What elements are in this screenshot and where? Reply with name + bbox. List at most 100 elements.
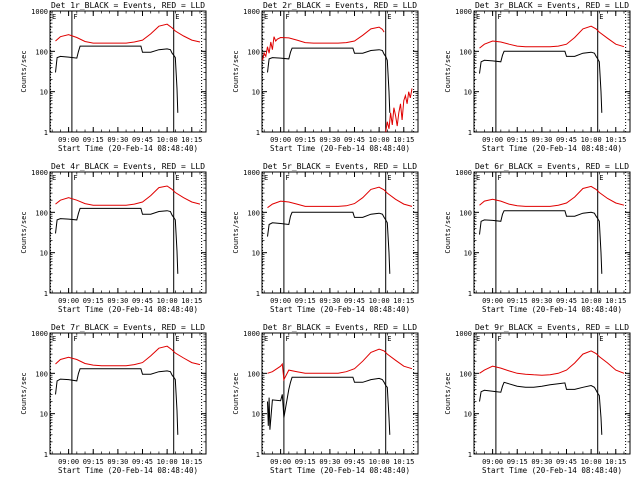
marker-label: F	[497, 335, 501, 343]
x-tick-label: 09:30	[319, 458, 340, 466]
y-axis-label: Counts/sec	[444, 211, 452, 253]
x-tick-label: 09:00	[58, 297, 79, 305]
y-tick-label: 1000	[243, 169, 260, 177]
y-tick-label: 10	[40, 89, 48, 97]
events-series-line	[267, 376, 391, 435]
x-tick-label: 09:00	[270, 297, 291, 305]
marker-label: E	[476, 174, 480, 182]
x-axis-label: Start Time (20-Feb-14 08:48:40)	[482, 466, 622, 475]
y-tick-label: 10	[464, 411, 472, 419]
y-tick-label: 10	[252, 89, 260, 97]
x-axis-label: Start Time (20-Feb-14 08:48:40)	[58, 305, 198, 314]
marker-label: E	[175, 335, 179, 343]
marker-label: E	[599, 174, 603, 182]
marker-label: E	[264, 13, 268, 21]
x-tick-label: 10:00	[581, 458, 602, 466]
panel-title: Det 4r_BLACK = Events, RED = LLD	[51, 162, 205, 171]
plot-frame	[49, 332, 207, 455]
x-tick-label: 09:15	[295, 136, 316, 144]
events-series-line	[267, 211, 391, 274]
panel-title: Det 2r_BLACK = Events, RED = LLD	[263, 1, 417, 10]
panel-3: Det 3r_BLACK = Events, RED = LLD 1 10 100 10…	[444, 1, 631, 153]
y-tick-label: 100	[247, 209, 260, 217]
x-axis-label: Start Time (20-Feb-14 08:48:40)	[270, 466, 410, 475]
x-tick-label: 10:00	[581, 136, 602, 144]
lld-series-line	[479, 185, 625, 207]
x-tick-label: 10:15	[393, 136, 414, 144]
y-tick-label: 1000	[31, 169, 48, 177]
y-tick-label: 10	[464, 89, 472, 97]
x-tick-label: 09:00	[270, 458, 291, 466]
y-tick-label: 1	[256, 451, 260, 459]
y-axis-label: Counts/sec	[20, 372, 28, 414]
y-axis-label: Counts/sec	[20, 211, 28, 253]
x-tick-label: 09:30	[531, 136, 552, 144]
y-tick-label: 1	[44, 290, 48, 298]
x-axis-label: Start Time (20-Feb-14 08:48:40)	[58, 466, 198, 475]
marker-label: F	[497, 13, 501, 21]
lld-series-line	[55, 185, 201, 206]
events-series-line	[479, 210, 603, 274]
y-tick-label: 1000	[455, 330, 472, 338]
y-tick-label: 1000	[243, 8, 260, 16]
x-tick-label: 09:45	[132, 297, 153, 305]
y-axis-label: Counts/sec	[232, 372, 240, 414]
x-tick-label: 09:00	[58, 458, 79, 466]
x-tick-label: 09:15	[295, 297, 316, 305]
panel-9: Det 9r_BLACK = Events, RED = LLD 1 10 100 10…	[444, 323, 631, 475]
x-tick-label: 09:00	[270, 136, 291, 144]
x-tick-label: 09:30	[107, 297, 128, 305]
y-axis-label: Counts/sec	[444, 372, 452, 414]
y-tick-label: 100	[459, 48, 472, 56]
y-tick-label: 1	[256, 129, 260, 137]
x-tick-label: 09:30	[319, 297, 340, 305]
panel-title: Det 8r_BLACK = Events, RED = LLD	[263, 323, 417, 332]
lld-series-line	[267, 348, 413, 382]
y-tick-label: 1	[44, 451, 48, 459]
panel-2: Det 2r_BLACK = Events, RED = LLD 1 10 100 10…	[232, 1, 419, 153]
events-series-line	[479, 381, 603, 435]
x-tick-label: 09:30	[531, 297, 552, 305]
x-tick-label: 09:45	[556, 458, 577, 466]
x-tick-label: 10:00	[157, 297, 178, 305]
y-tick-label: 1000	[243, 330, 260, 338]
x-tick-label: 09:00	[58, 136, 79, 144]
x-tick-label: 10:00	[369, 297, 390, 305]
x-tick-label: 10:00	[369, 458, 390, 466]
y-tick-label: 1000	[455, 8, 472, 16]
marker-label: F	[285, 13, 289, 21]
x-tick-label: 09:45	[132, 136, 153, 144]
x-tick-label: 09:15	[83, 136, 104, 144]
x-tick-label: 10:15	[181, 458, 202, 466]
marker-label: F	[285, 335, 289, 343]
plot-frame	[49, 171, 207, 294]
y-tick-label: 100	[35, 209, 48, 217]
marker-label: E	[52, 13, 56, 21]
x-tick-label: 09:15	[507, 458, 528, 466]
y-tick-label: 100	[459, 209, 472, 217]
x-tick-label: 09:45	[344, 136, 365, 144]
x-tick-label: 09:30	[531, 458, 552, 466]
x-tick-label: 09:30	[107, 136, 128, 144]
plot-frame	[49, 10, 207, 133]
marker-label: E	[476, 335, 480, 343]
x-tick-label: 09:15	[507, 136, 528, 144]
marker-label: F	[73, 174, 77, 182]
marker-label: E	[387, 335, 391, 343]
marker-label: F	[285, 174, 289, 182]
x-tick-label: 09:15	[295, 458, 316, 466]
y-tick-label: 1	[256, 290, 260, 298]
x-tick-label: 09:45	[132, 458, 153, 466]
events-series-line	[55, 45, 179, 113]
x-tick-label: 09:00	[482, 136, 503, 144]
marker-label: F	[497, 174, 501, 182]
panel-title: Det 7r_BLACK = Events, RED = LLD	[51, 323, 205, 332]
lld-series-line	[479, 350, 625, 376]
x-axis-label: Start Time (20-Feb-14 08:48:40)	[482, 305, 622, 314]
x-tick-label: 10:15	[181, 136, 202, 144]
events-series-line	[55, 368, 179, 435]
panel-title: Det 9r_BLACK = Events, RED = LLD	[475, 323, 629, 332]
y-tick-label: 1000	[31, 330, 48, 338]
x-tick-label: 10:15	[181, 297, 202, 305]
marker-label: E	[52, 174, 56, 182]
